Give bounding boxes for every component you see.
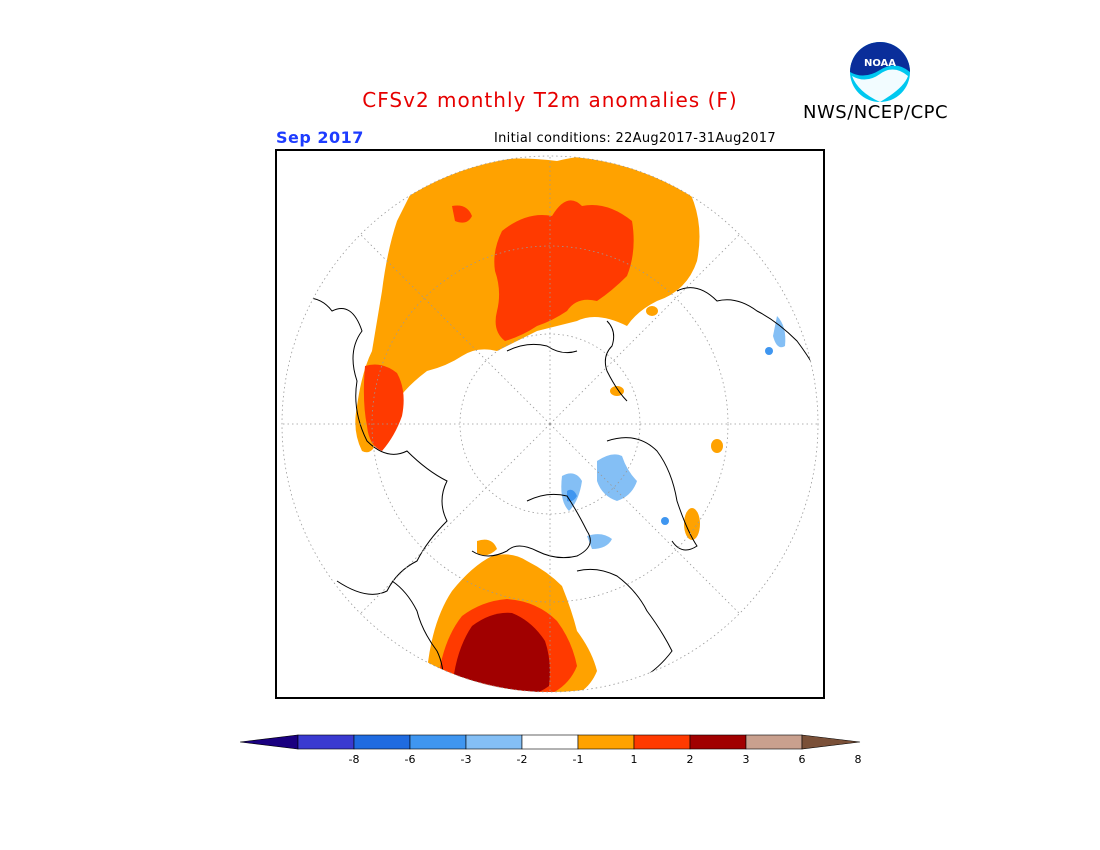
legend-tick-label: 3 <box>743 753 750 766</box>
legend-tick-label: 1 <box>631 753 638 766</box>
forecast-month: Sep 2017 <box>276 128 364 147</box>
legend-swatch <box>353 734 411 750</box>
legend-swatch <box>521 734 579 750</box>
legend-swatch <box>745 734 803 750</box>
polar-map <box>281 155 819 693</box>
legend-tick-label: -1 <box>573 753 584 766</box>
color-legend: -8 -6 -3 -2 -1 1 2 3 6 8 <box>240 734 862 766</box>
legend-tick-label: 2 <box>687 753 694 766</box>
legend-tick-label: -3 <box>461 753 472 766</box>
legend-arrow-high <box>801 734 861 750</box>
legend-tick-label: 8 <box>855 753 862 766</box>
legend-swatch <box>689 734 747 750</box>
noaa-logo-text: NOAA <box>864 58 896 69</box>
initial-conditions: Initial conditions: 22Aug2017-31Aug2017 <box>494 131 776 146</box>
map-title: CFSv2 monthly T2m anomalies (F) <box>362 88 738 112</box>
legend-arrow-low <box>240 734 299 750</box>
legend-swatch <box>577 734 635 750</box>
legend-tick-label: -6 <box>405 753 416 766</box>
anomaly-region-us-northwest <box>452 612 550 692</box>
map-panel <box>275 149 825 699</box>
anomaly-region-canada-cool <box>597 454 637 501</box>
noaa-logo: NOAA <box>850 42 910 102</box>
legend-tick-label: 6 <box>799 753 806 766</box>
legend-tick-label: -2 <box>517 753 528 766</box>
agency-label: NWS/NCEP/CPC <box>803 102 949 123</box>
anomaly-region-europe <box>363 364 404 451</box>
legend-tick-label: -8 <box>349 753 360 766</box>
anomaly-region-siberia <box>494 200 634 341</box>
legend-swatch <box>409 734 467 750</box>
legend-swatch <box>297 734 355 750</box>
legend-swatch <box>465 734 523 750</box>
legend-swatch <box>633 734 691 750</box>
